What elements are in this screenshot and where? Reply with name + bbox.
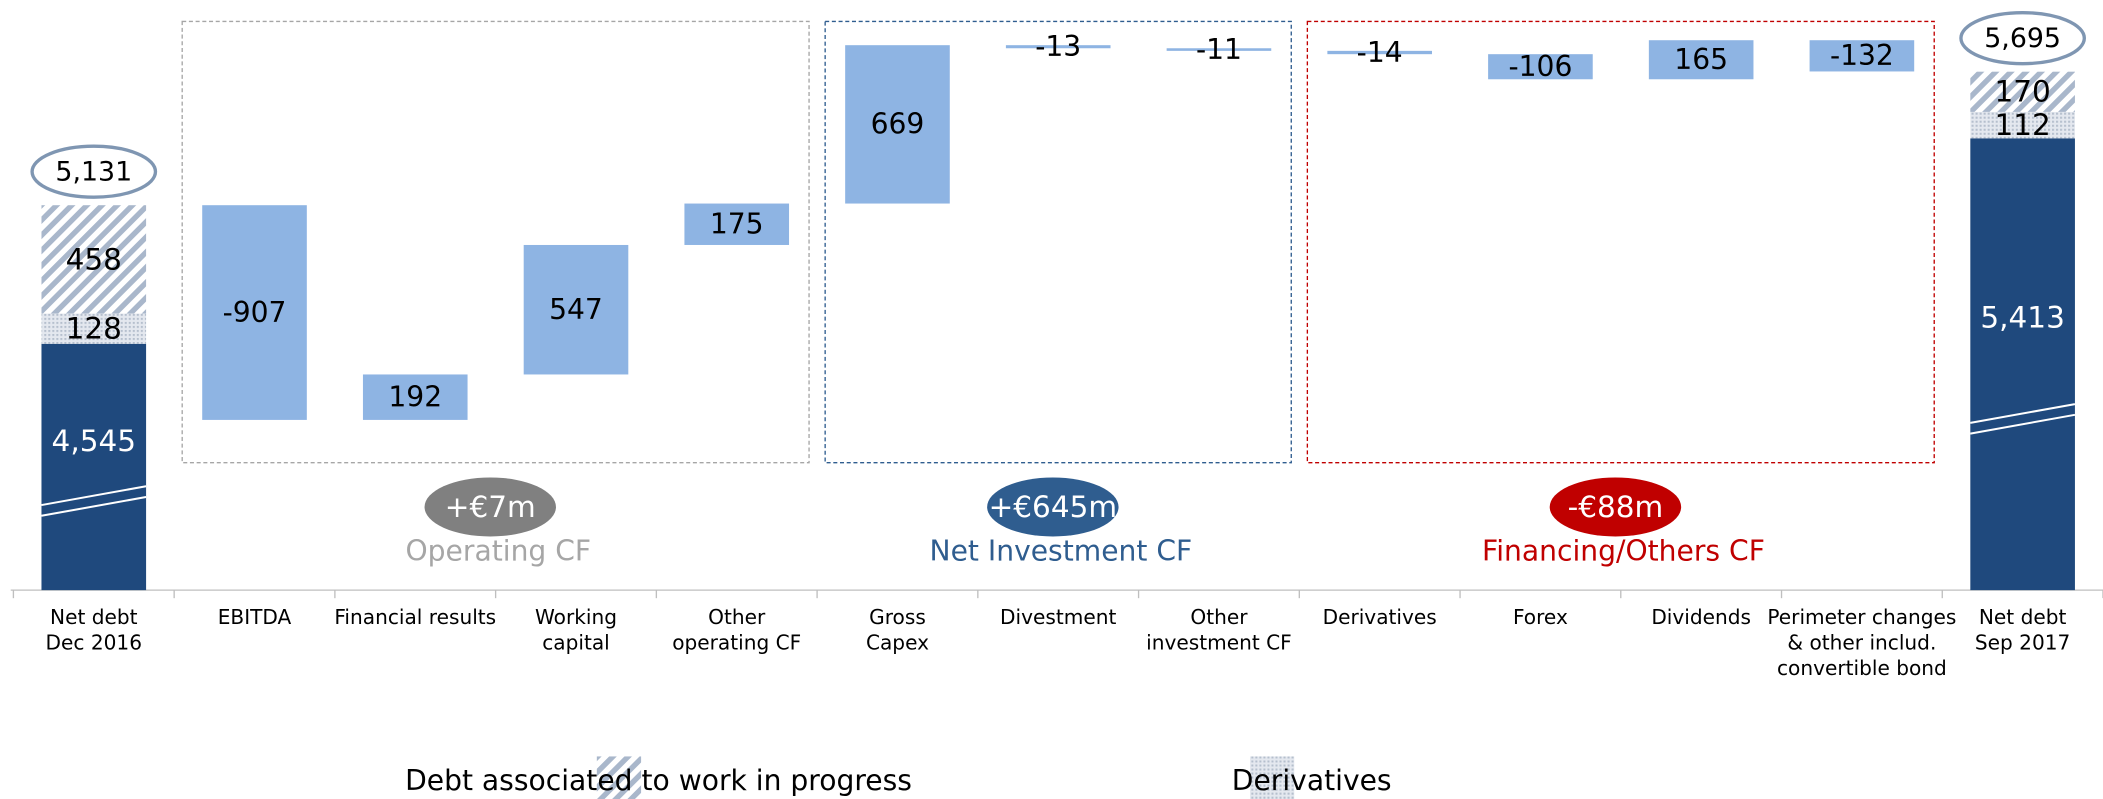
axis-break: [41, 485, 147, 507]
delta-label: -11: [1196, 33, 1242, 66]
base-bar: [1970, 138, 2075, 591]
group-box: [181, 20, 810, 464]
x-tick-label: Other: [708, 605, 766, 629]
segment-label: 458: [66, 242, 122, 276]
base-label: 5,413: [1980, 301, 2064, 335]
delta-label: -13: [1035, 30, 1081, 63]
delta-bar: [1327, 50, 1432, 55]
x-tick-label: Other: [1190, 605, 1248, 629]
delta-bar: [1005, 45, 1111, 49]
delta-bar: [362, 374, 468, 420]
delta-label: 175: [710, 208, 764, 241]
group-badge: [1549, 477, 1682, 537]
base-label: 4,545: [52, 424, 136, 458]
axis-break: [41, 496, 147, 517]
group-label: Financing/Others CF: [1482, 535, 1765, 568]
legend-label: Derivatives: [1232, 764, 1392, 797]
group-badge: [424, 477, 556, 537]
group-badge: [987, 477, 1119, 537]
x-tick-label: Working: [535, 605, 617, 629]
x-tick-label: Divestment: [1000, 605, 1116, 629]
x-tick-label: Financial results: [334, 605, 496, 629]
segment-label: 170: [1994, 75, 2050, 109]
x-tick-label: Perimeter changes: [1767, 605, 1956, 629]
delta-bar: [1809, 40, 1915, 72]
total-oval: [1959, 11, 2087, 66]
total-label: 5,695: [1984, 23, 2061, 54]
x-tick-label: capital: [542, 630, 610, 654]
x-tick-label: & other includ.: [1787, 630, 1936, 654]
axis-break: [1970, 413, 2076, 435]
base-bar: [41, 343, 147, 591]
delta-label: 669: [871, 108, 925, 141]
legend-swatch: [1249, 756, 1295, 799]
stack-segment: [1970, 71, 2075, 112]
total-oval: [30, 144, 158, 199]
legend-label: Debt associated to work in progress: [405, 764, 912, 797]
x-tick-label: Net debt: [1979, 605, 2067, 629]
group-label: Operating CF: [406, 535, 592, 568]
delta-label: 165: [1674, 43, 1728, 76]
axis-break: [1970, 403, 2076, 424]
delta-label: -14: [1357, 36, 1403, 69]
delta-bar: [845, 45, 950, 204]
segment-label: 112: [1994, 108, 2050, 142]
x-tick-label: Derivatives: [1323, 605, 1437, 629]
delta-label: -132: [1830, 39, 1894, 72]
delta-bar: [684, 203, 790, 245]
delta-bar: [1488, 54, 1593, 80]
group-badge-text: +€7m: [445, 490, 536, 524]
group-box: [1306, 20, 1935, 464]
x-tick-label: Forex: [1513, 605, 1568, 629]
stack-segment: [41, 313, 147, 344]
delta-label: -106: [1508, 50, 1572, 83]
x-tick-label: Dividends: [1651, 605, 1751, 629]
segment-label: 128: [66, 312, 122, 346]
group-box: [824, 20, 1292, 464]
delta-label: 547: [549, 293, 603, 326]
x-tick-label: Capex: [866, 630, 929, 654]
delta-bar: [1648, 40, 1754, 80]
group-badge-text: -€88m: [1568, 490, 1664, 524]
stack-segment: [41, 205, 147, 314]
x-tick-label: operating CF: [672, 630, 801, 654]
delta-bar: [1166, 48, 1272, 51]
group-badge-text: +€645m: [989, 490, 1118, 524]
x-tick-label: investment CF: [1146, 630, 1292, 654]
stack-segment: [1970, 111, 2075, 139]
delta-label: 192: [388, 381, 442, 414]
x-tick-label: Dec 2016: [46, 630, 142, 654]
x-tick-label: EBITDA: [218, 605, 292, 629]
x-tick-label: Sep 2017: [1975, 630, 2070, 654]
delta-label: -907: [223, 296, 287, 329]
group-label: Net Investment CF: [930, 535, 1193, 568]
delta-bar: [523, 244, 629, 375]
x-tick-label: Net debt: [50, 605, 138, 629]
delta-bar: [202, 205, 307, 420]
x-tick-label: convertible bond: [1777, 656, 1947, 680]
legend-swatch: [596, 756, 642, 799]
plot: +€7m Operating CF +€645m Net Investment CF -…: [10, 11, 2103, 799]
total-label: 5,131: [55, 157, 132, 188]
x-tick-label: Gross: [869, 605, 926, 629]
